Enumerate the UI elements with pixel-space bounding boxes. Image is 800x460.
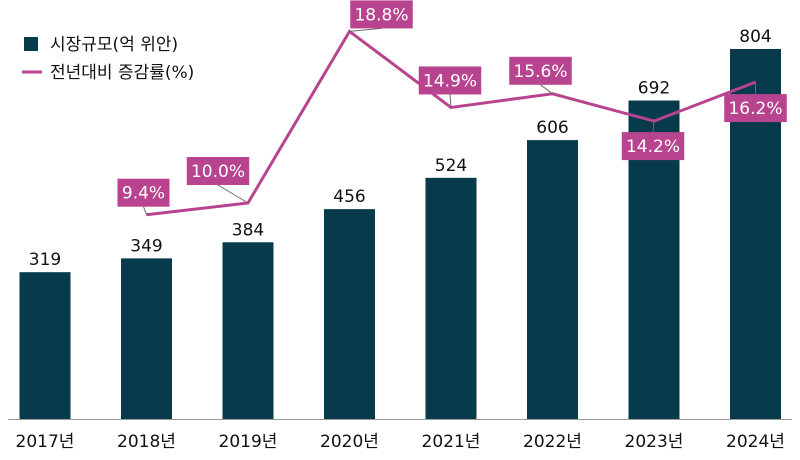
x-tick-label: 2020년 xyxy=(320,432,379,452)
bar-value-label: 692 xyxy=(638,79,670,99)
x-tick-label: 2019년 xyxy=(219,432,278,452)
bar xyxy=(222,242,274,419)
rate-label-box xyxy=(350,0,413,29)
legend-swatch-bar xyxy=(24,37,38,51)
rate-leader-line xyxy=(449,94,452,108)
rate-label-box xyxy=(117,178,170,207)
rate-label-box xyxy=(509,56,572,85)
rate-value-label: 9.4% xyxy=(122,184,165,204)
rate-value-label: 14.2% xyxy=(626,137,680,157)
rate-leader-line xyxy=(652,121,655,133)
bar xyxy=(121,258,172,419)
rate-leader-line xyxy=(217,184,249,204)
bar-value-label: 456 xyxy=(333,187,365,207)
x-tick-label: 2018년 xyxy=(117,432,176,452)
rate-leader-line xyxy=(349,27,382,32)
rate-value-label: 14.9% xyxy=(423,71,477,91)
rate-label-box xyxy=(724,94,787,123)
rate-value-label: 18.8% xyxy=(354,5,408,25)
x-tick-label: 2017년 xyxy=(16,432,75,452)
bar-value-label: 349 xyxy=(130,236,162,256)
x-tick-label: 2022년 xyxy=(523,432,582,452)
x-tick-label: 2021년 xyxy=(422,432,481,452)
bar-value-label: 319 xyxy=(29,250,61,270)
x-tick-label: 2023년 xyxy=(625,432,684,452)
legend-label-line: 전년대비 증감률(%) xyxy=(50,63,194,83)
bar-value-label: 606 xyxy=(536,118,568,138)
rate-label-box xyxy=(186,157,250,185)
x-axis-ticks: 2017년 2018년 2019년 2020년 2021년 2022년 2023년 2024년 xyxy=(16,432,785,452)
rate-label-box xyxy=(621,132,685,161)
rate-series: 9.4% 10.0% 18.8% 14.9% 15.6% 14.2% 16.2% xyxy=(117,0,787,217)
bar-value-label: 384 xyxy=(232,220,264,240)
rate-leader-line xyxy=(540,84,553,95)
legend-label-bar: 시장규모(억 위안) xyxy=(50,35,178,55)
bar xyxy=(19,272,71,419)
rate-label-box xyxy=(418,66,482,95)
bar-value-label: 804 xyxy=(739,27,771,47)
rate-leader-line xyxy=(143,206,147,215)
bar-value-label: 524 xyxy=(435,156,467,176)
bar xyxy=(425,177,477,419)
bar-series: 319 349 384 456 524 606 692 804 xyxy=(19,27,781,420)
bar xyxy=(324,209,375,419)
rate-value-label: 15.6% xyxy=(513,62,567,82)
rate-value-label: 16.2% xyxy=(728,99,782,119)
x-tick-label: 2024년 xyxy=(726,432,785,452)
legend: 시장규모(억 위안) 전년대비 증감률(%) xyxy=(22,35,194,83)
rate-value-label: 10.0% xyxy=(191,162,245,182)
bar xyxy=(527,140,578,419)
